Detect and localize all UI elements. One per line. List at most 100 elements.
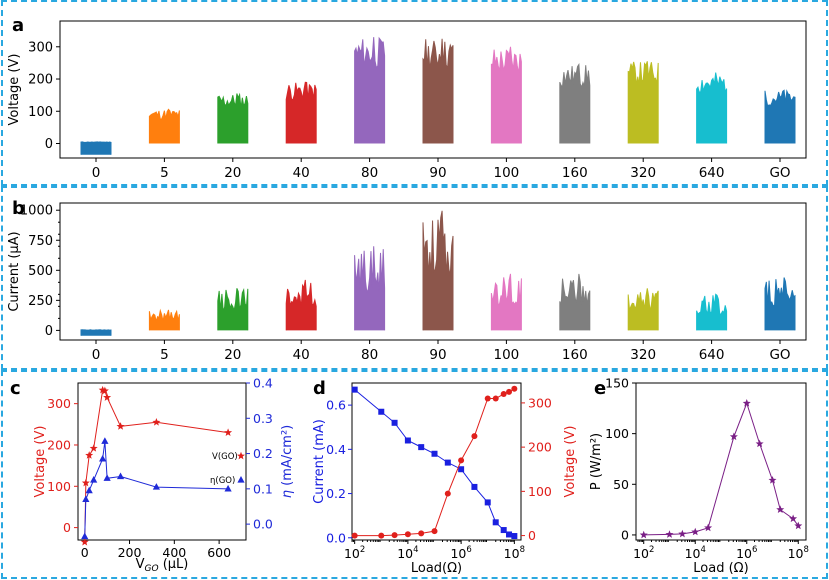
chart-a-xtick-label: 90 [429, 165, 446, 181]
chart-b-bar-160 [559, 273, 591, 331]
chart-a-bar-GO [764, 89, 796, 144]
chart-a-axes-frame [59, 20, 807, 159]
d-series-0-point [484, 499, 491, 506]
e-xtick-base: 10 [736, 546, 752, 561]
chart-a-xtick-label: 100 [494, 165, 520, 181]
d-xlabel: Load(Ω) [411, 561, 462, 576]
c-ylabel-right: η (mA/cm²) [280, 425, 295, 499]
c-series-0-point [116, 422, 125, 430]
d-series-0-point [511, 533, 518, 540]
d-series-0-point [431, 450, 438, 457]
c-series-1-point [224, 484, 232, 492]
c-xlabel-unit: (µL) [159, 557, 189, 572]
chart-b-current: 0 250 500 750 1000 Current (µA) 0 5 20 40 80 90 100 1… [7, 202, 807, 363]
chart-b-bar-shape-5 [148, 308, 180, 331]
d-yright-label: 300 [528, 395, 552, 410]
chart-c-voltage-eta: 0 200 400 600 0 100 200 300 0.0 0.1 0.2 0.3 0.4 Volta… [33, 376, 295, 575]
chart-b-bar-90 [422, 210, 454, 331]
d-series-1-point [492, 395, 499, 402]
d-axes-frame [351, 382, 522, 541]
c-series-line-1 [84, 441, 229, 537]
chart-b-bar-shape-20 [217, 288, 249, 331]
e-xtick-exp: 8 [804, 545, 809, 555]
d-series-1-point [458, 457, 465, 464]
chart-a-bar-shape-40 [285, 81, 317, 144]
chart-a-bar-shape-5 [148, 108, 180, 144]
e-series-point [755, 439, 764, 448]
chart-b-ytick-label: 250 [28, 294, 53, 309]
c-series-0-point [103, 393, 112, 401]
c-series-0-point [100, 386, 109, 395]
chart-b-ytick-label: 0 [45, 324, 53, 339]
d-series-0-point [351, 386, 358, 393]
chart-a-xtick-label: 160 [562, 165, 588, 181]
panel-label-c: c [10, 378, 21, 399]
d-series-1-point [391, 532, 398, 539]
chart-a-bar-20 [217, 92, 249, 144]
e-series-point [678, 529, 687, 538]
chart-a-voltage: 0 100 200 300 Voltage (V) 0 5 20 40 80 90 100 160 320… [7, 20, 807, 181]
chart-a-bar-shape-640 [696, 72, 728, 144]
c-ylabel-left: Voltage (V) [33, 426, 48, 498]
chart-b-bar-shape-100 [490, 273, 522, 331]
c-series-1-point [103, 474, 111, 481]
chart-b-bar-shape-640 [696, 293, 728, 331]
d-series-0-point [378, 408, 385, 415]
d-series-1-point [418, 530, 425, 537]
d-xtick-base: 10 [504, 546, 520, 561]
c-yright-label: 0.4 [253, 376, 273, 391]
chart-a-bar-5 [148, 108, 180, 144]
e-series-point [639, 530, 648, 539]
e-axes-frame [635, 382, 807, 541]
e-xtick-label: 108 [788, 545, 809, 561]
chart-b-xtick-label: 640 [699, 347, 725, 363]
chart-b-bar-shape-80 [354, 246, 386, 331]
c-legend-eta-label: η(GO) [210, 476, 235, 486]
panel-cde-frame [1, 370, 828, 579]
d-xtick-exp: 4 [413, 545, 418, 555]
chart-a-xtick-label: 80 [361, 165, 378, 181]
e-series-point [742, 399, 751, 407]
c-ylabel-right-unit: (mA/cm²) [280, 425, 295, 490]
chart-b-bar-shape-GO [764, 277, 796, 331]
chart-b-xtick-label: 100 [494, 347, 520, 363]
d-series-1-point [500, 391, 507, 398]
c-ylabel-right-symbol: η [280, 490, 295, 498]
e-series-point [789, 514, 798, 523]
c-xtick-label: 200 [118, 545, 142, 560]
d-series-1-point [404, 531, 411, 538]
e-xtick-label: 104 [685, 545, 706, 561]
d-series-1-point [484, 395, 491, 402]
c-series-0-point [224, 428, 233, 436]
chart-b-ytick-label: 750 [28, 234, 53, 249]
c-yright-label: 0.3 [253, 411, 273, 426]
chart-b-xtick-label: 90 [429, 347, 446, 363]
chart-b-xtick-label: 40 [293, 347, 310, 363]
c-series-0-point [89, 444, 98, 452]
chart-a-xtick-label: GO [769, 165, 790, 181]
d-series-0-point [418, 444, 425, 451]
chart-a-bar-320 [627, 61, 659, 144]
c-xlabel: VGO (µL) [136, 557, 189, 574]
d-ylabel-right: Voltage (V) [563, 426, 578, 498]
chart-b-xtick-label: GO [769, 347, 790, 363]
c-yleft-label: 100 [47, 479, 71, 494]
chart-d-current-voltage-load: 102 104 106 1080.00.20.40.60100200300Curren… [312, 382, 578, 576]
chart-b-bar-0 [80, 329, 112, 336]
chart-b-bar-80 [354, 246, 386, 331]
chart-b-bar-shape-160 [559, 273, 591, 331]
c-legend-vgo: V(GO) [212, 452, 238, 462]
chart-b-xtick-label: 5 [160, 347, 169, 363]
e-series-point [729, 432, 738, 441]
e-ytick-label: 150 [605, 376, 629, 391]
chart-b-bar-5 [148, 308, 180, 331]
d-xtick-base: 10 [397, 546, 413, 561]
chart-a-bar-shape-80 [354, 36, 386, 144]
chart-b-bar-shape-0 [80, 329, 112, 336]
d-series-1-point [431, 528, 438, 535]
d-series-0-point [444, 459, 451, 466]
chart-a-bar-shape-20 [217, 92, 249, 144]
chart-a-bar-90 [422, 38, 454, 144]
